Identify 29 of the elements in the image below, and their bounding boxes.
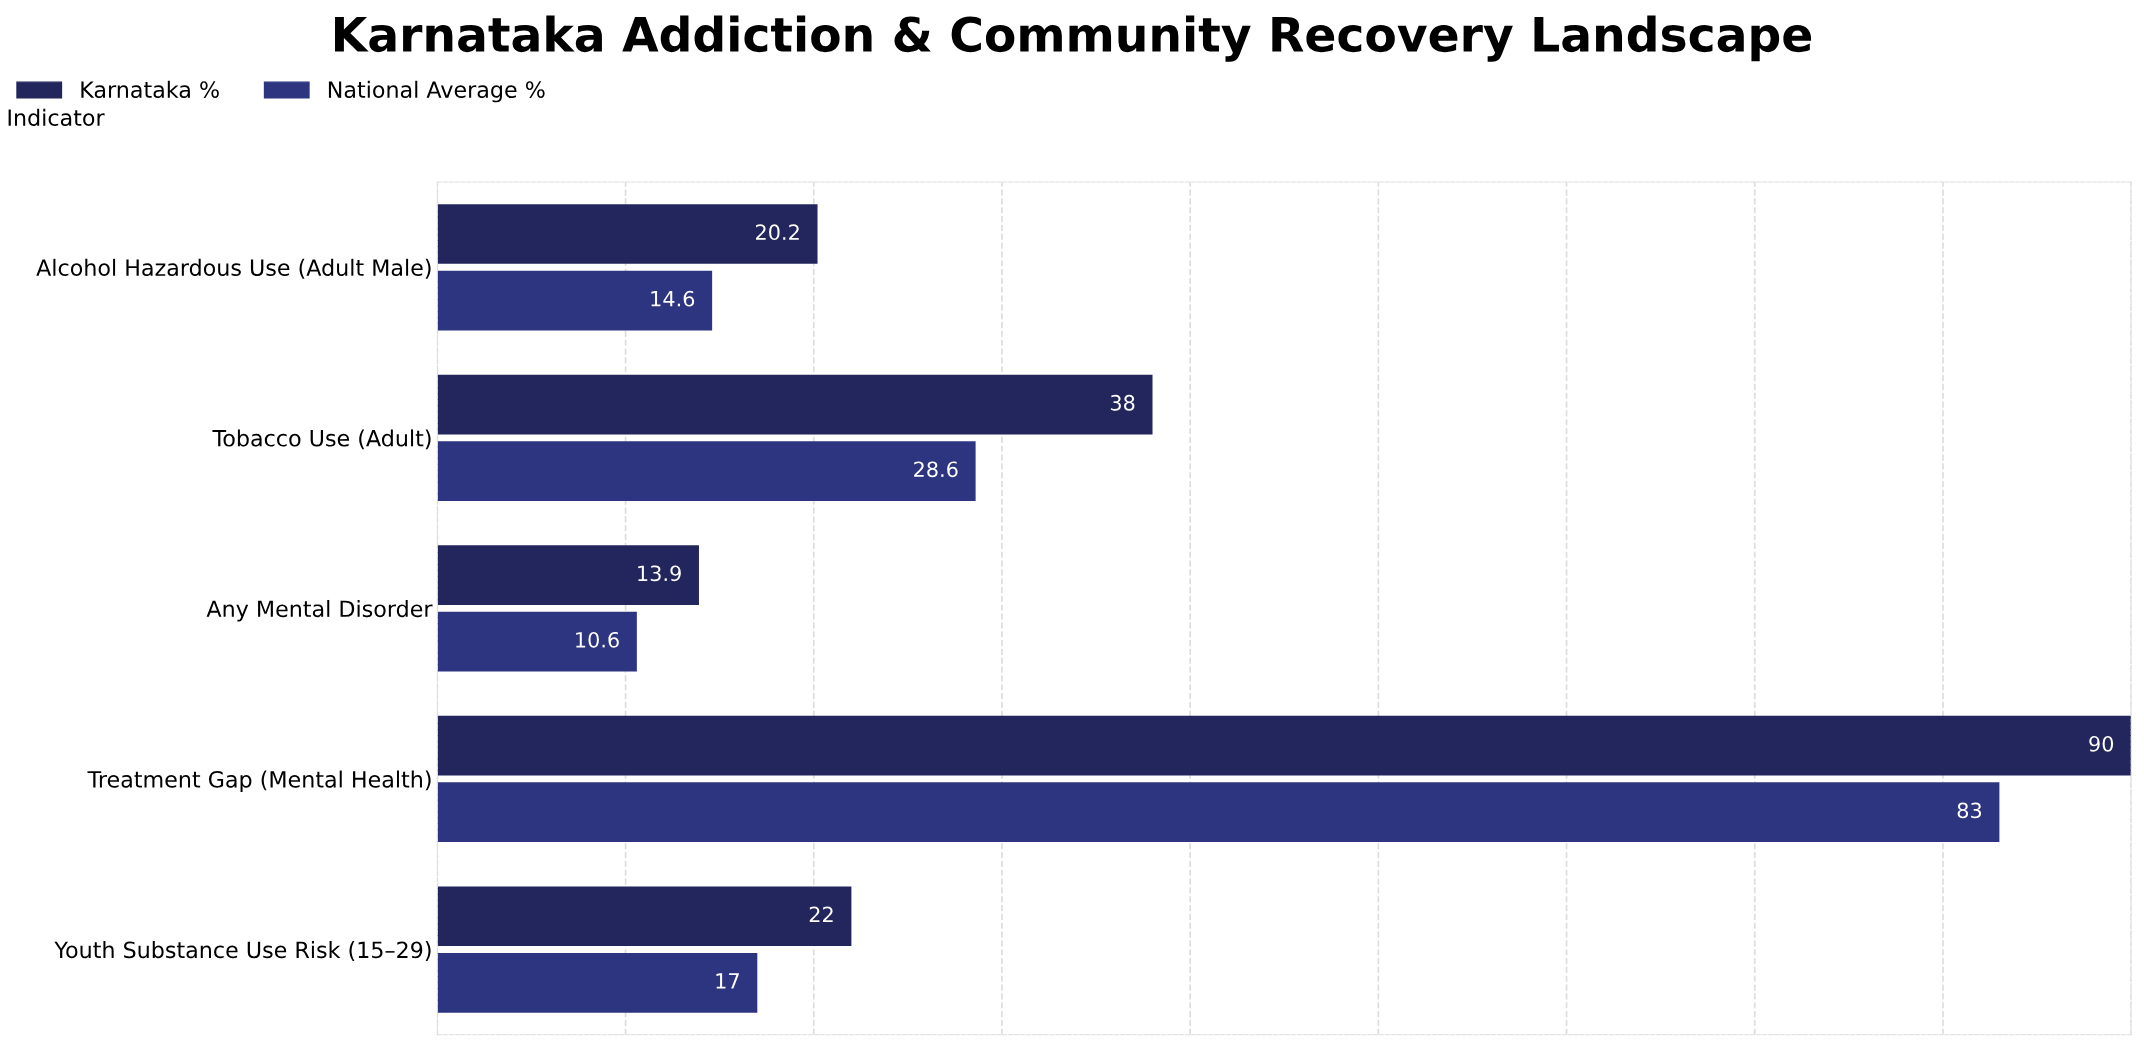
legend-label: National Average %	[328, 80, 545, 103]
bar	[437, 374, 1153, 435]
bar	[437, 270, 713, 331]
data-label: 22	[809, 906, 833, 923]
y-tick-label: Youth Substance Use Risk (15–29)	[54, 941, 431, 961]
y-tick-label: Tobacco Use (Adult)	[212, 429, 431, 450]
bar	[437, 545, 699, 605]
data-label: 14.6	[651, 290, 695, 307]
bar	[437, 204, 818, 264]
y-axis-title: Indicator	[8, 108, 105, 127]
data-label: 83	[1957, 802, 1982, 819]
data-label: 90	[2089, 735, 2114, 752]
bar	[437, 886, 852, 947]
data-label: 38	[1110, 394, 1135, 411]
legend-label: Karnataka %	[81, 80, 219, 98]
data-label: 13.9	[638, 565, 681, 582]
data-label: 20.2	[756, 224, 799, 241]
data-label: 17	[716, 973, 739, 989]
y-tick-label: Treatment Gap (Mental Health)	[87, 770, 431, 793]
bar	[437, 611, 637, 672]
chart-title: Karnataka Addiction & Community Recovery Landscape	[335, 15, 1812, 62]
y-tick-label: Alcohol Hazardous Use (Adult Male)	[36, 258, 431, 279]
data-label: 28.6	[914, 461, 958, 478]
bar	[437, 782, 2000, 843]
y-tick-label: Any Mental Disorder	[206, 599, 433, 622]
bar	[437, 715, 2132, 776]
data-label: 10.6	[576, 631, 619, 648]
bar	[437, 952, 758, 1013]
bar	[437, 441, 976, 501]
